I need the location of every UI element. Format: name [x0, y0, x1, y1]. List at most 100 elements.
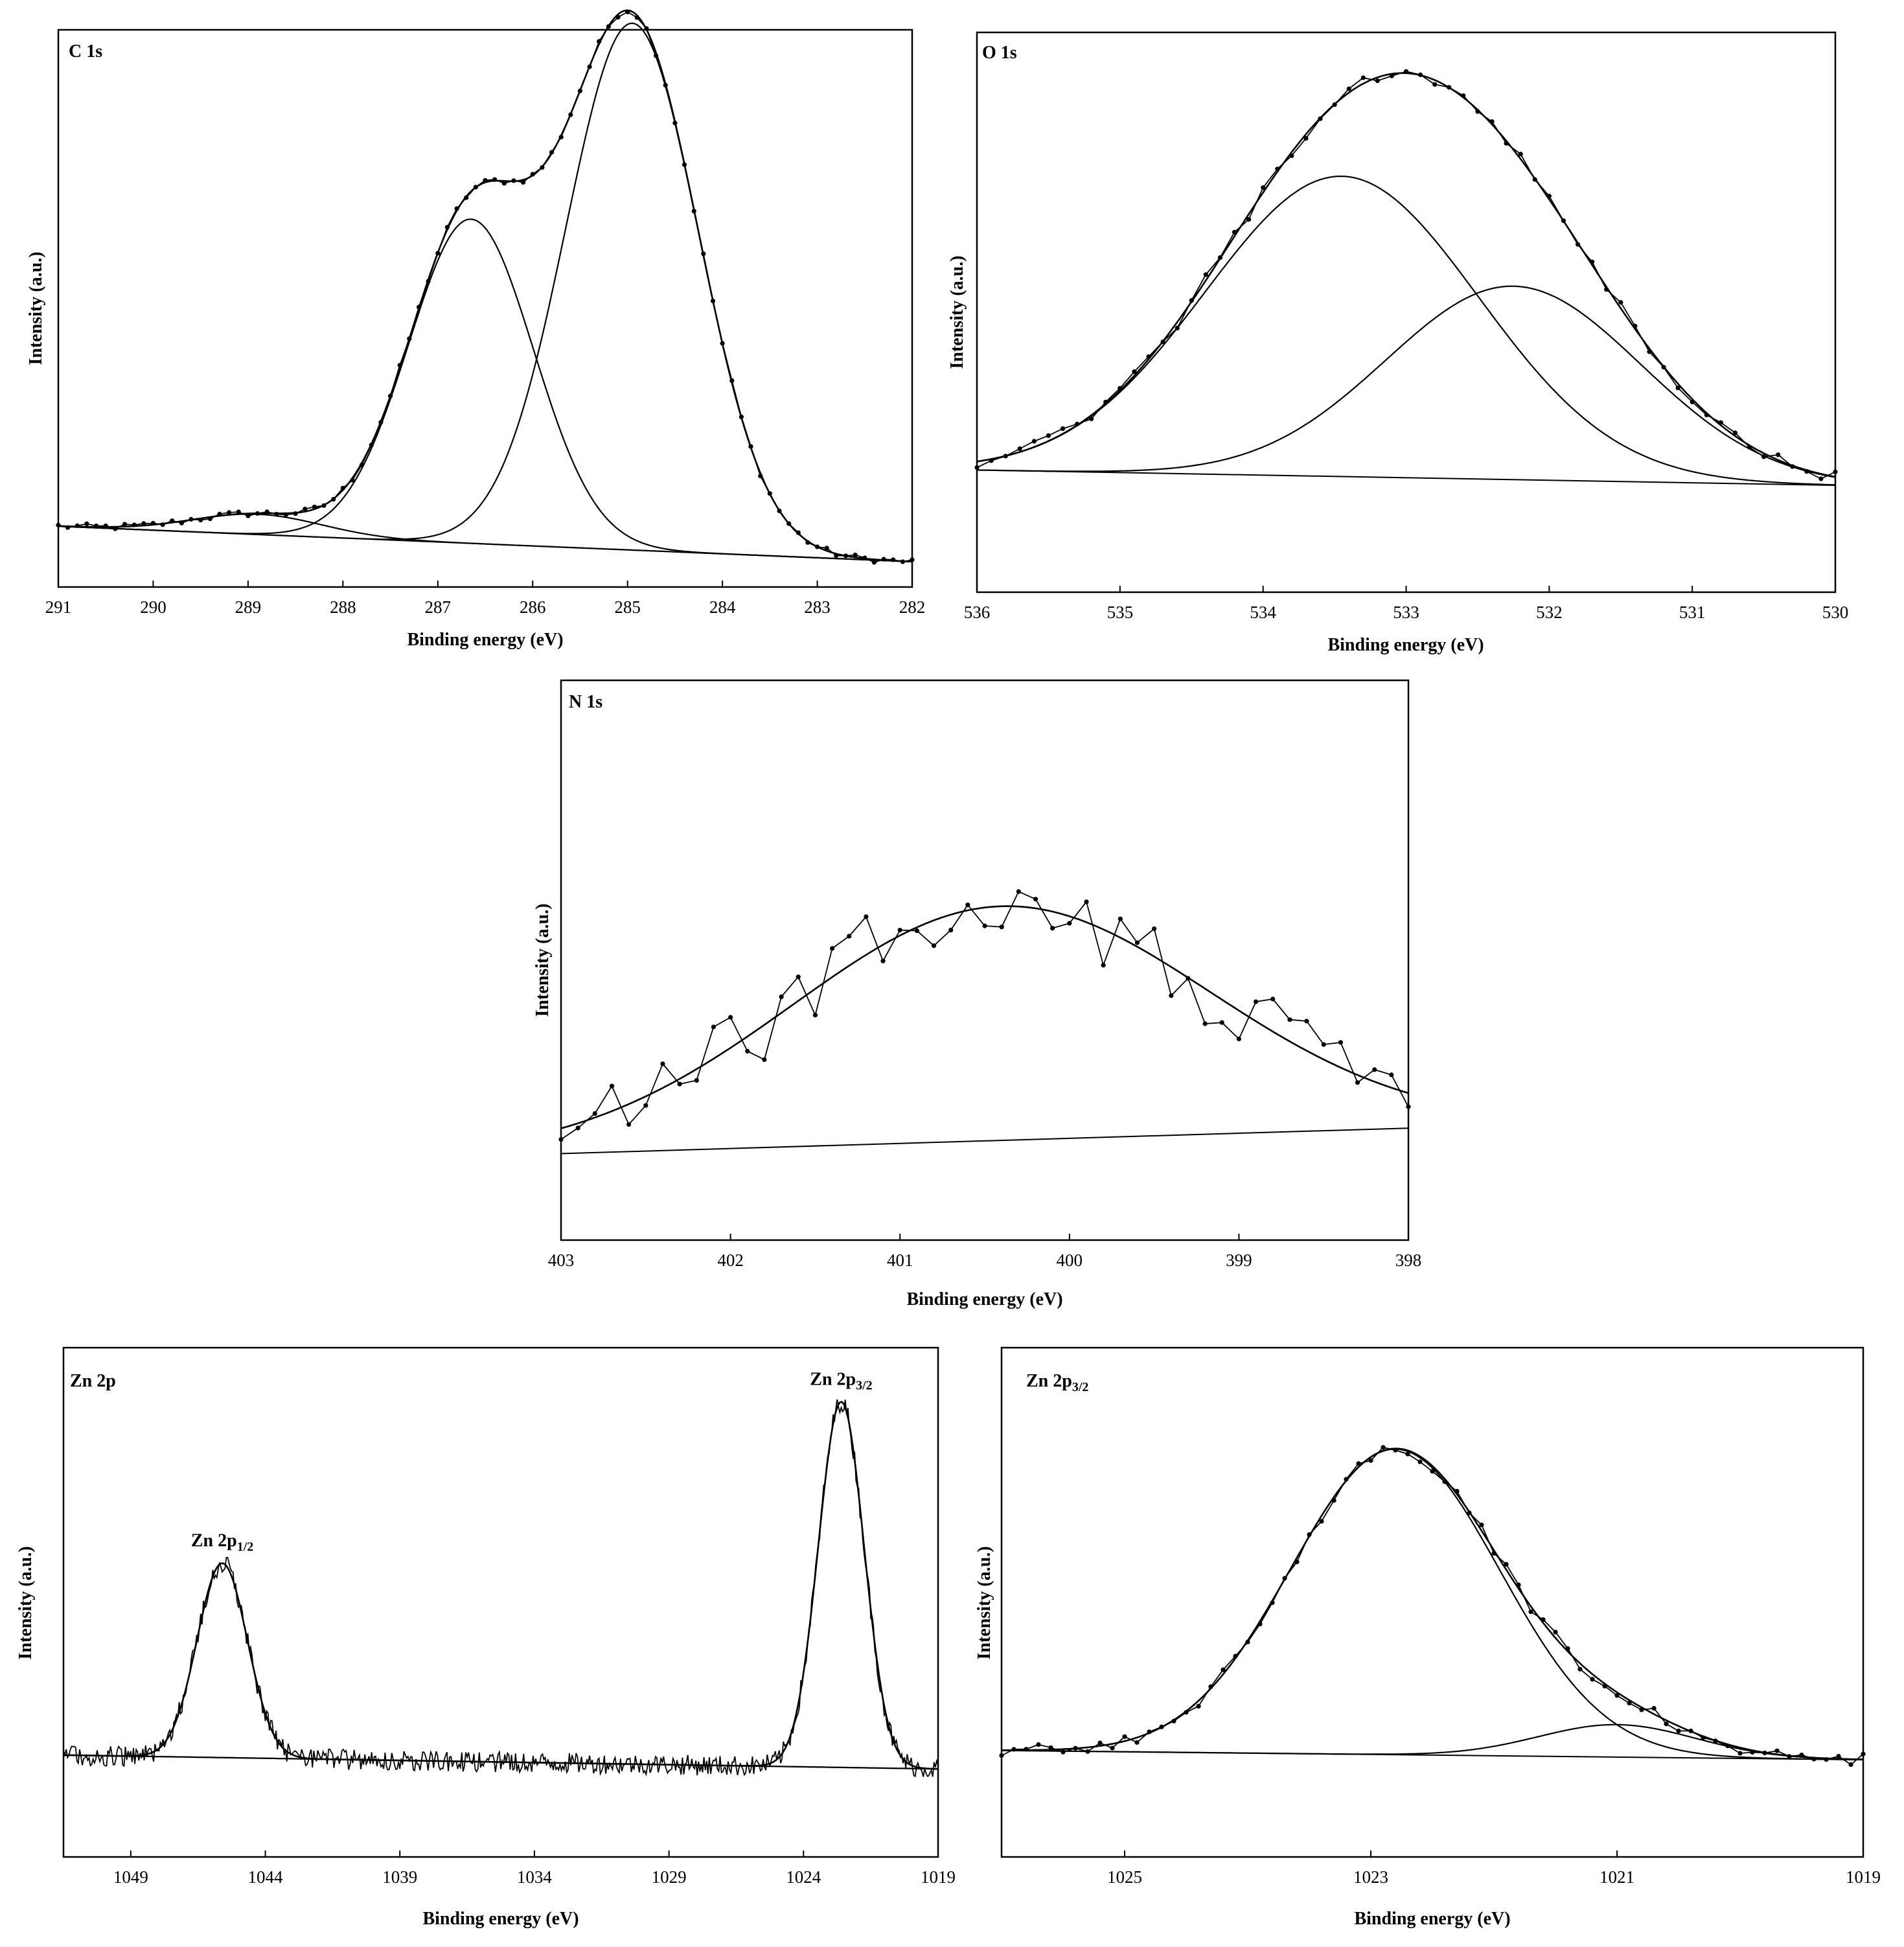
data-point	[974, 465, 980, 470]
data-point	[1360, 75, 1366, 80]
panel-zn2p: Zn 2p Intensity (a.u.) Binding energy (e…	[16, 1346, 956, 1929]
data-point	[464, 195, 469, 200]
peak-annotations: Zn 2p1/2Zn 2p3/2	[191, 1369, 873, 1554]
x-tick-label: 535	[1107, 603, 1134, 622]
data-point	[568, 112, 573, 117]
data-point	[1196, 1703, 1201, 1709]
data-point	[853, 552, 858, 558]
data-point	[1368, 1458, 1373, 1463]
peak-label-main: Zn 2p	[810, 1369, 856, 1389]
data-point	[369, 443, 374, 448]
x-tick-label: 287	[425, 597, 452, 617]
data-point	[283, 512, 289, 517]
data-point	[1171, 1718, 1176, 1723]
spectrum-curves	[63, 1399, 939, 1777]
data-point	[1675, 386, 1680, 391]
data-point	[871, 560, 877, 565]
data-point	[615, 15, 621, 20]
data-point	[1762, 1750, 1767, 1756]
data-point	[1518, 152, 1523, 157]
data-point	[1110, 1745, 1115, 1751]
data-point	[812, 1013, 818, 1018]
data-point	[1417, 1459, 1423, 1464]
data-point	[1147, 1729, 1152, 1734]
data-point	[141, 521, 146, 526]
component-peak	[560, 905, 1409, 1129]
panel-zn2p32: Zn 2p3/2 Intensity (a.u.) Binding energy…	[974, 1346, 1881, 1929]
data-point	[1713, 1738, 1718, 1744]
data-point	[1089, 416, 1094, 422]
data-point	[864, 914, 869, 919]
data-point	[914, 928, 919, 934]
data-point	[1750, 1749, 1755, 1755]
x-tick-label: 399	[1226, 1250, 1252, 1270]
data-point	[1331, 1498, 1336, 1503]
data-point	[1818, 476, 1824, 481]
data-point	[847, 934, 852, 939]
data-point	[691, 209, 696, 214]
data-point	[444, 225, 450, 230]
data-point	[207, 516, 212, 522]
component-peak	[976, 285, 1836, 478]
data-point	[597, 39, 602, 44]
plot-frame	[62, 1346, 939, 1858]
y-axis-label: Intensity (a.u.)	[974, 1546, 994, 1659]
data-point	[1208, 1684, 1213, 1689]
data-point	[1475, 109, 1480, 114]
experimental-trace	[1001, 1446, 1864, 1766]
data-point	[1245, 1639, 1250, 1644]
data-point	[540, 165, 545, 170]
data-point	[426, 279, 431, 284]
spectrum-curves	[558, 889, 1411, 1155]
data-point	[1282, 1576, 1287, 1581]
data-point	[75, 523, 80, 529]
data-point	[1701, 1735, 1706, 1740]
data-point	[1546, 194, 1552, 199]
data-point	[558, 135, 564, 140]
data-point	[1101, 963, 1106, 968]
data-point	[1403, 69, 1409, 74]
data-point	[796, 530, 801, 535]
data-point	[1541, 1617, 1546, 1622]
data-point	[779, 994, 784, 999]
data-point	[1346, 86, 1351, 91]
data-point	[1528, 1609, 1533, 1615]
data-point	[56, 522, 61, 528]
data-point	[1003, 454, 1008, 459]
fit-envelope	[63, 1401, 939, 1770]
data-point	[1504, 141, 1509, 146]
data-point	[1405, 1451, 1410, 1457]
data-point	[1575, 242, 1581, 247]
data-point	[654, 53, 659, 58]
data-point	[407, 336, 412, 341]
data-point	[1355, 1080, 1360, 1085]
x-tick-label: 534	[1250, 603, 1276, 622]
data-point	[1332, 102, 1337, 108]
data-point	[473, 185, 479, 190]
data-point	[103, 524, 108, 529]
x-tick-label: 1019	[921, 1867, 956, 1887]
experimental-trace	[63, 1399, 939, 1777]
baseline	[560, 1127, 1409, 1155]
x-tick-label: 291	[45, 597, 72, 617]
data-point	[1134, 940, 1140, 945]
data-point	[1406, 1104, 1411, 1109]
data-point	[1184, 1710, 1189, 1715]
component-peak	[58, 218, 913, 562]
data-point	[1824, 1757, 1829, 1762]
component-peak	[63, 1562, 938, 1770]
data-point	[1389, 1072, 1394, 1077]
data-point	[777, 508, 782, 514]
data-point	[786, 521, 792, 526]
data-point	[1146, 354, 1151, 360]
data-point	[862, 555, 867, 560]
data-point	[1372, 1067, 1377, 1072]
data-point	[1270, 1600, 1275, 1606]
data-point	[321, 503, 327, 508]
data-point	[720, 341, 725, 346]
plot-frame	[57, 29, 913, 588]
x-tick-label: 401	[887, 1250, 913, 1270]
data-point	[1454, 1489, 1460, 1494]
data-point	[378, 420, 384, 425]
data-point	[1254, 999, 1259, 1004]
